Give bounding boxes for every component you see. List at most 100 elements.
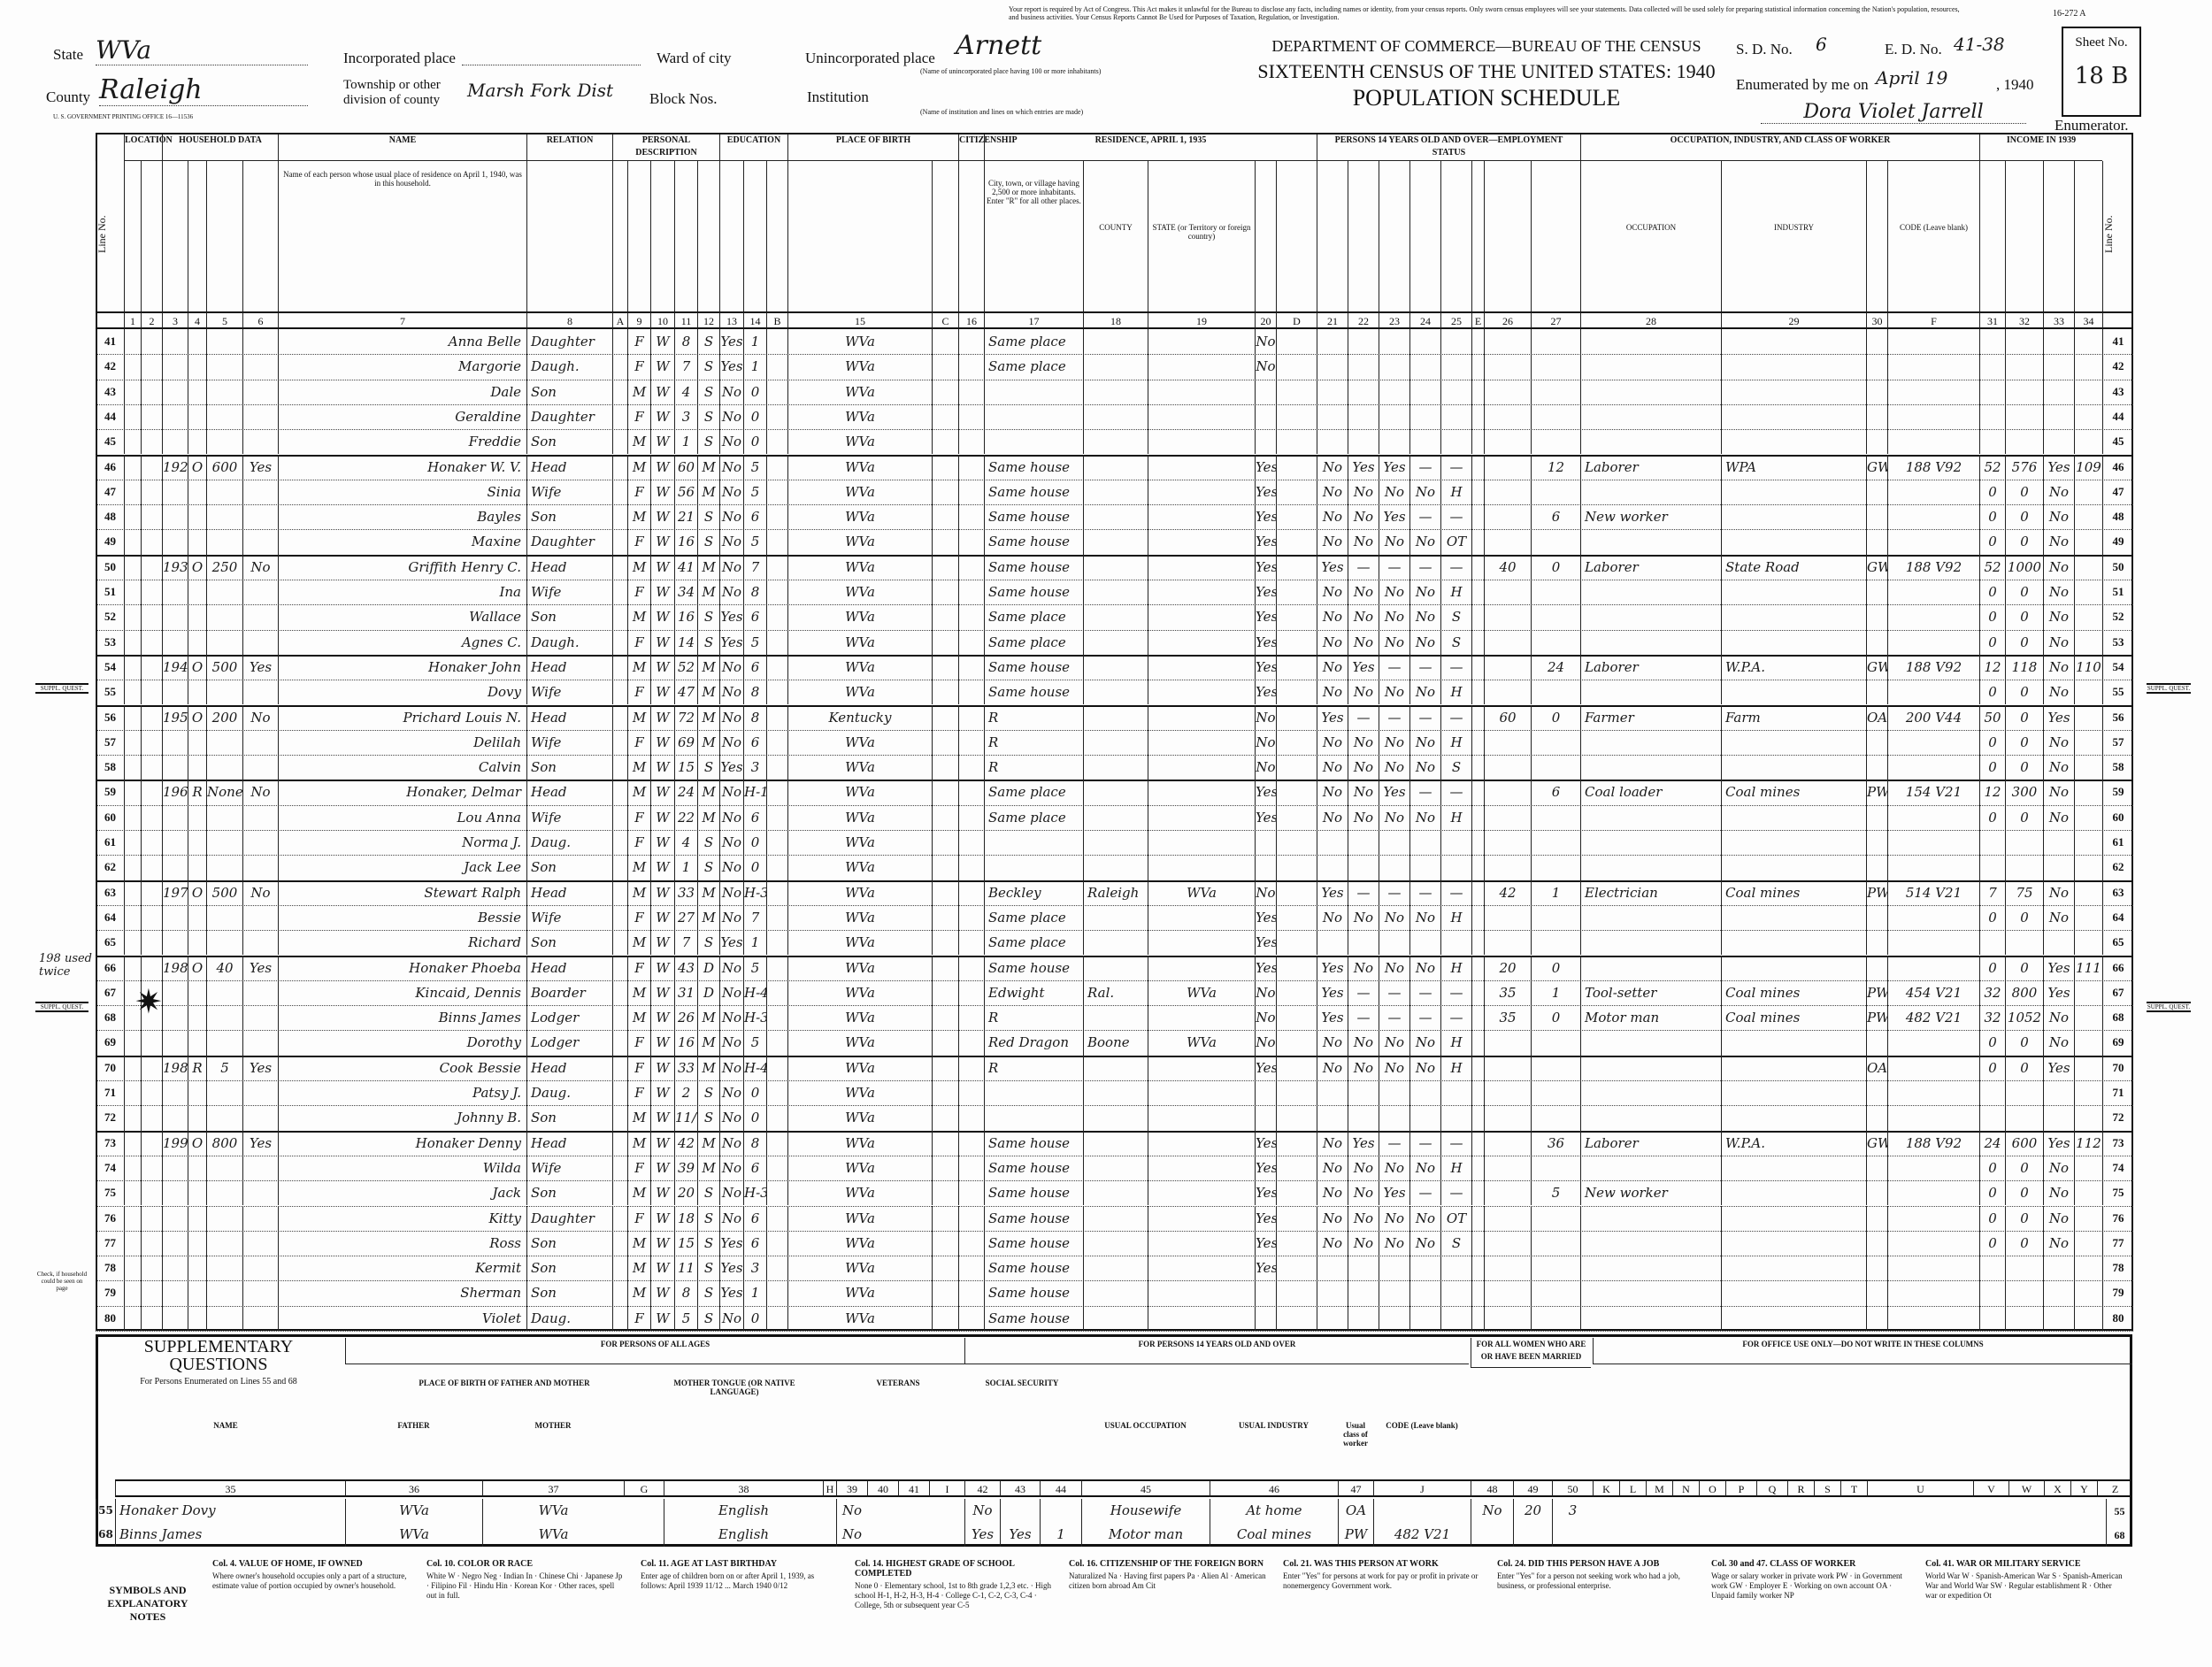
cell-same xyxy=(1255,855,1276,880)
cell-B xyxy=(766,979,787,1006)
cell-B xyxy=(766,554,787,580)
cell-A xyxy=(612,654,627,680)
cell-age: 16 xyxy=(674,529,697,555)
cell-line: 80 xyxy=(96,1305,124,1331)
cell-res: R xyxy=(984,1055,1083,1080)
supp-column-number: 35 xyxy=(115,1479,345,1497)
cell-mar: S xyxy=(697,755,719,780)
cell-res: Red Dragon xyxy=(984,1030,1083,1056)
cell-c16 xyxy=(958,1030,984,1056)
cell-c21: No xyxy=(1317,479,1348,505)
cell-mar: S xyxy=(697,629,719,655)
cell-c25: H xyxy=(1440,1030,1471,1056)
cell-D xyxy=(1276,379,1317,404)
cell-code xyxy=(1887,429,1979,455)
cell-C xyxy=(932,1130,958,1156)
cell-state xyxy=(1148,1055,1255,1080)
column-number: 5 xyxy=(206,311,242,329)
cell-hh xyxy=(162,580,188,605)
cell-county xyxy=(1083,429,1148,455)
cell-c27: 36 xyxy=(1531,1130,1580,1156)
institution-label: Institution xyxy=(807,88,869,105)
note-text: White W · Negro Neg · Indian In · Chines… xyxy=(426,1571,623,1600)
cell-c32 xyxy=(2005,403,2043,430)
cell-state: WVa xyxy=(1148,880,1255,905)
cell-B xyxy=(766,830,787,856)
cell-hh xyxy=(162,1030,188,1056)
cell-same: Yes xyxy=(1255,654,1276,680)
cell-age: 42 xyxy=(674,1130,697,1156)
cell-age: 52 xyxy=(674,654,697,680)
cell-state xyxy=(1148,680,1255,705)
cell-ten xyxy=(188,1080,206,1106)
supp-cell-ss1: No xyxy=(964,1499,1000,1523)
supp-header-mother: MOTHER xyxy=(534,1421,572,1430)
cell-res: Same house xyxy=(984,1205,1083,1231)
cell-c22: Yes xyxy=(1348,654,1379,680)
cell-mar: S xyxy=(697,830,719,856)
cell-sch: No xyxy=(719,379,743,404)
cell-c26 xyxy=(1484,1030,1531,1056)
cell-mar: S xyxy=(697,529,719,555)
cell-c21: No xyxy=(1317,755,1348,780)
cell-c33: No xyxy=(2043,729,2074,756)
supp-column-number: S xyxy=(1814,1479,1840,1497)
cell-c26 xyxy=(1484,1055,1531,1080)
cell-c24 xyxy=(1409,429,1440,455)
cell-ind xyxy=(1721,1155,1866,1181)
cell-bp: WVa xyxy=(787,354,932,380)
column-divider xyxy=(1979,161,1980,311)
cell-ind xyxy=(1721,955,1866,980)
row-divider xyxy=(96,403,2133,405)
cell-val xyxy=(206,504,242,530)
cell-name: Sherman xyxy=(278,1280,526,1306)
cell-farm: No xyxy=(242,780,278,805)
supp-column-number: H xyxy=(823,1479,836,1497)
cell-name: Patsy J. xyxy=(278,1080,526,1106)
supp-header-social: SOCIAL SECURITY xyxy=(985,1379,1059,1387)
cell-c1 xyxy=(124,1055,141,1080)
cell-name: Honaker W. V. xyxy=(278,454,526,480)
header-occupation: OCCUPATION xyxy=(1580,221,1721,274)
supp-column-number: 46 xyxy=(1210,1479,1338,1497)
cell-C xyxy=(932,1105,958,1131)
supp-header-usual_class: Usual class of worker xyxy=(1343,1421,1368,1448)
cell-c2 xyxy=(141,454,162,480)
cell-c22: No xyxy=(1348,804,1379,830)
cell-C xyxy=(932,1055,958,1080)
cell-race: W xyxy=(650,454,674,480)
cell-name: Norma J. xyxy=(278,830,526,856)
cell-same: No xyxy=(1255,729,1276,756)
cell-farm xyxy=(242,329,278,355)
cell-val xyxy=(206,429,242,455)
row-divider xyxy=(96,1230,2133,1232)
cell-c1 xyxy=(124,354,141,380)
cell-age: 5 xyxy=(674,1305,697,1331)
supp-cell-ss3: 1 xyxy=(1040,1523,1081,1547)
cell-county xyxy=(1083,580,1148,605)
cell-state xyxy=(1148,429,1255,455)
cell-c16 xyxy=(958,1130,984,1156)
institution-note: (Name of institution and lines on which … xyxy=(920,108,1084,116)
sheet-value: 18 B xyxy=(2074,63,2129,89)
cell-sex: M xyxy=(627,604,650,630)
cell-c23 xyxy=(1379,429,1409,455)
supp-column-number: 50 xyxy=(1552,1479,1593,1497)
cell-hh xyxy=(162,529,188,555)
township-label: Township or other division of county xyxy=(343,78,441,107)
cell-cls: PW xyxy=(1866,1005,1887,1031)
cell-line: 78 xyxy=(96,1256,124,1281)
cell-hh xyxy=(162,604,188,630)
cell-rel: Son xyxy=(526,855,612,880)
cell-E xyxy=(1471,680,1484,705)
cell-res: Same place xyxy=(984,629,1083,655)
cell-hh xyxy=(162,1005,188,1031)
cell-county xyxy=(1083,855,1148,880)
cell-ten xyxy=(188,1105,206,1131)
cell-c31: 32 xyxy=(1979,979,2005,1006)
cell-B xyxy=(766,1030,787,1056)
cell-A xyxy=(612,729,627,756)
column-divider xyxy=(1484,161,1485,311)
cell-c21: No xyxy=(1317,529,1348,555)
cell-c33: No xyxy=(2043,479,2074,505)
